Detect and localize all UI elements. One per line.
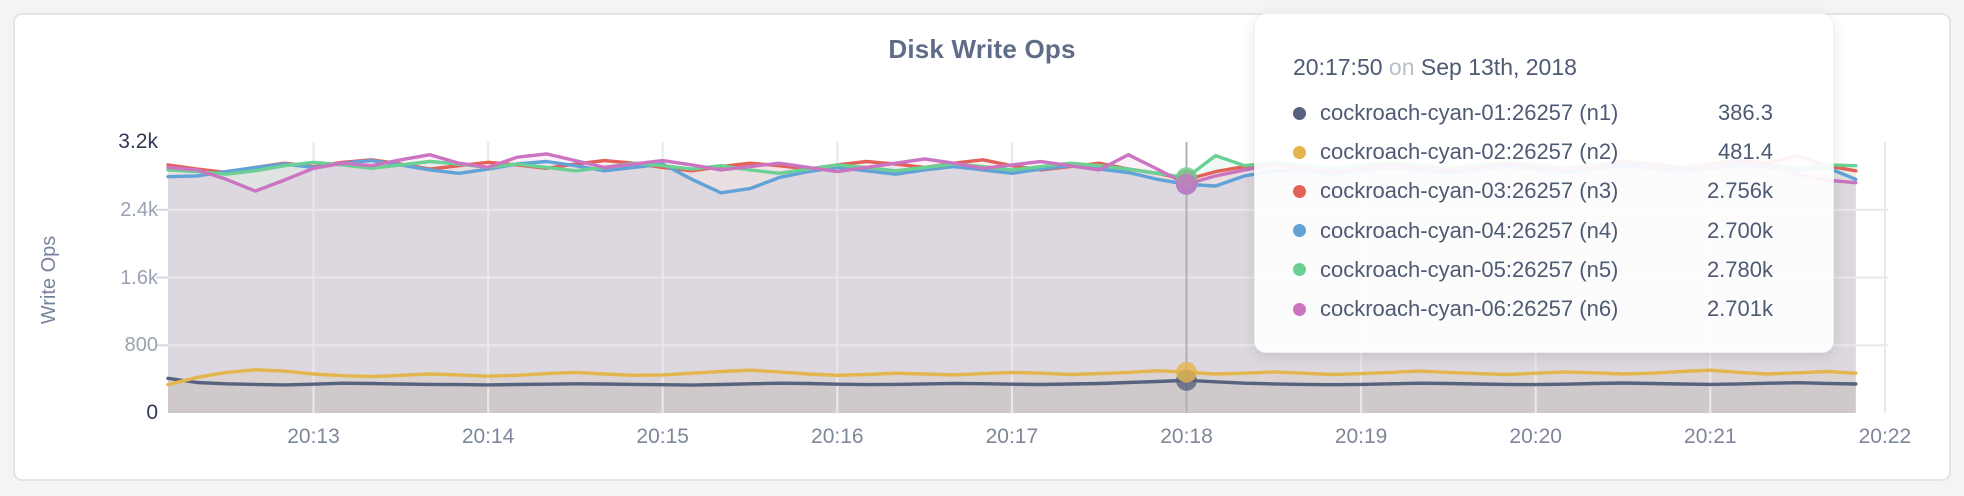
- tooltip-series-label: cockroach-cyan-02:26257 (n2): [1320, 139, 1619, 165]
- x-axis-tick-label: 20:15: [636, 425, 689, 448]
- tooltip-series-value: 2.700k: [1706, 217, 1773, 243]
- x-axis-tick-label: 20:22: [1858, 425, 1912, 448]
- tooltip-series-row: cockroach-cyan-06:26257 (n6) 2.701k: [1293, 290, 1773, 329]
- x-axis-tick-label: 20:16: [811, 425, 864, 448]
- y-axis-tick-label: 2.4k: [120, 198, 158, 221]
- y-axis-tick-label: 3.2k: [118, 130, 158, 153]
- y-axis-tick-label: 800: [124, 334, 158, 357]
- tooltip-series-row: cockroach-cyan-01:26257 (n1) 386.3: [1293, 94, 1773, 133]
- tooltip-series-row: cockroach-cyan-04:26257 (n4) 2.700k: [1293, 211, 1773, 250]
- tooltip-on-word: on: [1388, 54, 1415, 80]
- tooltip-series-label: cockroach-cyan-04:26257 (n4): [1320, 217, 1619, 243]
- hover-dot-n2: [1176, 361, 1197, 383]
- series-color-dot-icon: [1293, 106, 1306, 120]
- tooltip-series-row: cockroach-cyan-02:26257 (n2) 481.4: [1293, 133, 1773, 172]
- tooltip-series-row: cockroach-cyan-05:26257 (n5) 2.780k: [1293, 250, 1773, 289]
- x-axis-tick-label: 20:18: [1160, 425, 1213, 448]
- x-axis-tick-label: 20:20: [1509, 425, 1562, 448]
- hover-dot-n6: [1176, 173, 1197, 195]
- tooltip-date: Sep 13th, 2018: [1420, 54, 1577, 80]
- tooltip-series-value: 481.4: [1717, 139, 1773, 165]
- y-axis-tick-label: 0: [146, 401, 158, 424]
- x-axis-tick-label: 20:19: [1334, 425, 1388, 448]
- x-axis-tick-label: 20:14: [461, 425, 515, 448]
- series-color-dot-icon: [1293, 263, 1306, 277]
- tooltip-series-value: 386.3: [1717, 100, 1773, 125]
- tooltip-series-value: 2.780k: [1706, 256, 1773, 282]
- tooltip-series-label: cockroach-cyan-03:26257 (n3): [1320, 178, 1619, 204]
- chart-title: Disk Write Ops: [888, 34, 1076, 64]
- series-color-dot-icon: [1293, 302, 1306, 316]
- y-axis-tick-label: 1.6k: [120, 266, 158, 289]
- tooltip-header: 20:17:50 on Sep 13th, 2018: [1293, 54, 1793, 81]
- tooltip-time: 20:17:50: [1293, 54, 1383, 80]
- series-color-dot-icon: [1293, 145, 1306, 159]
- x-axis-tick-label: 20:21: [1684, 425, 1737, 448]
- series-line-n2: [166, 368, 1858, 387]
- series-line-n1: [166, 376, 1858, 387]
- x-axis-tick-label: 20:17: [985, 425, 1039, 448]
- tooltip-series-row: cockroach-cyan-03:26257 (n3) 2.756k: [1293, 172, 1773, 211]
- tooltip-series-value: 2.756k: [1706, 178, 1773, 204]
- tooltip-series-label: cockroach-cyan-01:26257 (n1): [1320, 100, 1619, 125]
- tooltip-series-label: cockroach-cyan-05:26257 (n5): [1320, 256, 1619, 282]
- series-color-dot-icon: [1293, 224, 1306, 238]
- chart-tooltip: 20:17:50 on Sep 13th, 2018 cockroach-cya…: [1254, 13, 1834, 353]
- x-axis-tick-label: 20:13: [287, 425, 340, 448]
- series-color-dot-icon: [1293, 184, 1306, 198]
- tooltip-series-value: 2.701k: [1706, 296, 1773, 321]
- tooltip-series-label: cockroach-cyan-06:26257 (n6): [1320, 296, 1619, 321]
